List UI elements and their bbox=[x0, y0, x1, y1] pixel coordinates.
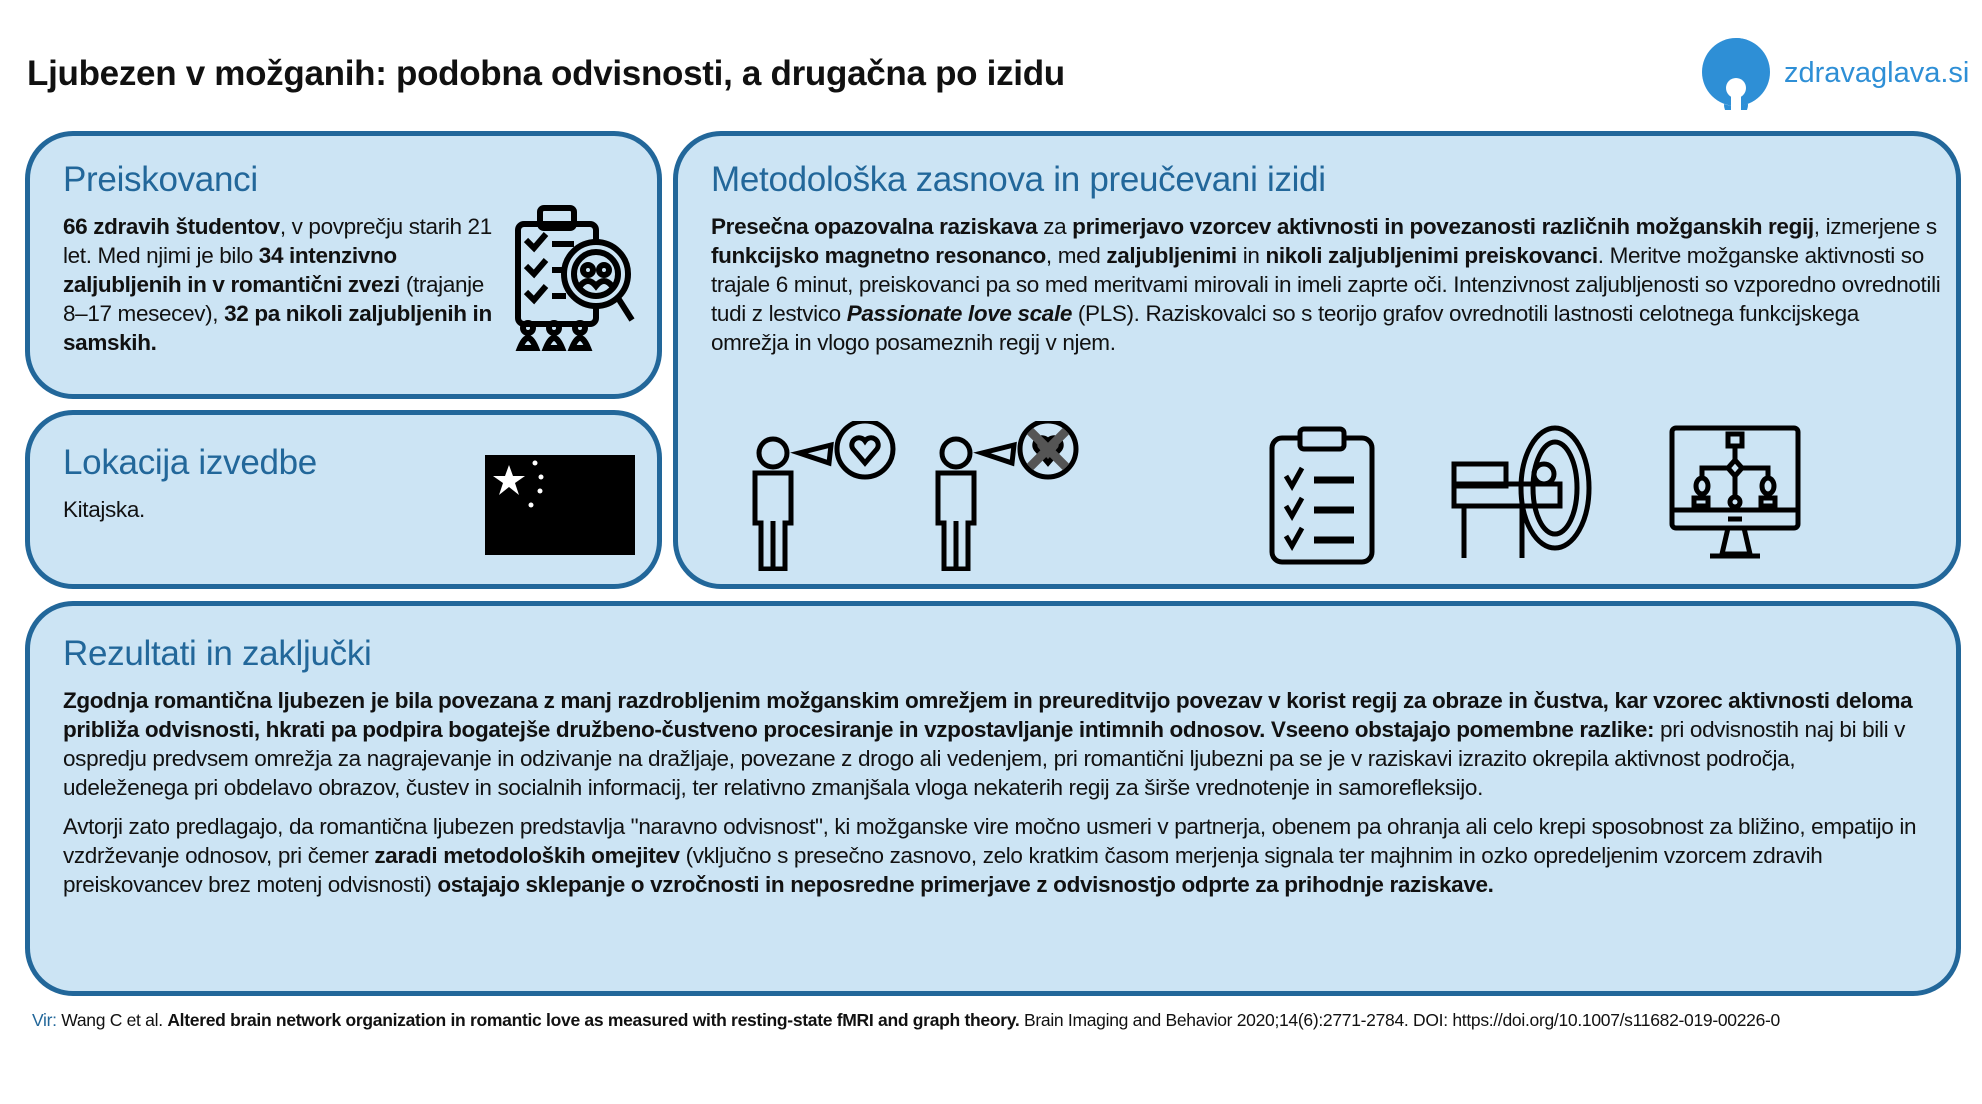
text-segment: nikoli zaljubljenimi preiskovanci bbox=[1265, 243, 1598, 268]
checklist-icon bbox=[1269, 426, 1375, 565]
text-segment: , med bbox=[1045, 243, 1107, 268]
source-journal-doi[interactable]: Brain Imaging and Behavior 2020;14(6):27… bbox=[1019, 1010, 1780, 1030]
source-article-title: Altered brain network organization in ro… bbox=[167, 1010, 1020, 1030]
text-segment: (vključno s presečno zasnovo, zelo kratk… bbox=[63, 843, 1823, 897]
methods-panel: Metodološka zasnova in preučevani izidi … bbox=[673, 131, 1961, 589]
text-segment: zaljubljenimi bbox=[1106, 243, 1237, 268]
participants-panel: Preiskovanci 66 zdravih študentov, v pov… bbox=[25, 131, 662, 399]
source-label: Vir: bbox=[32, 1010, 57, 1030]
methods-heading: Metodološka zasnova in preučevani izidi bbox=[711, 160, 1326, 199]
location-heading: Lokacija izvedbe bbox=[63, 443, 317, 482]
methods-text: Presečna opazovalna raziskava za primerj… bbox=[711, 212, 1941, 357]
text-segment: . Meritve možganske aktivnosti so trajal… bbox=[711, 243, 1941, 326]
mri-scanner-icon bbox=[1451, 425, 1592, 558]
text-segment: Presečna opazovalna raziskava bbox=[711, 214, 1038, 239]
text-segment: in bbox=[1236, 243, 1266, 268]
page-title: Ljubezen v možganih: podobna odvisnosti,… bbox=[27, 54, 1065, 93]
results-heading: Rezultati in zaključki bbox=[63, 634, 372, 673]
source-citation: Vir: Wang C et al. Altered brain network… bbox=[32, 1010, 1780, 1031]
text-segment: funkcijsko magnetno resonanco bbox=[711, 243, 1046, 268]
text-segment: Passionate love scale bbox=[846, 301, 1073, 326]
person-not-in-love-icon bbox=[935, 421, 1079, 571]
text-segment: pri odvisnostih naj bi bili v ospredju p… bbox=[63, 717, 1906, 800]
results-panel: Rezultati in zaključki Zgodnja romantičn… bbox=[25, 601, 1961, 996]
text-segment: (trajanje 8–17 mesecev), bbox=[63, 272, 484, 326]
text-segment: Avtorji zato predlagajo, da romantična l… bbox=[63, 814, 1917, 868]
text-segment: (PLS). Raziskovalci so s teorijo grafov … bbox=[711, 301, 1859, 355]
network-graph-monitor-icon bbox=[1669, 425, 1801, 559]
participants-heading: Preiskovanci bbox=[63, 160, 258, 199]
logo-text: zdravaglava.si bbox=[1784, 56, 1970, 89]
person-in-love-icon bbox=[752, 421, 896, 571]
source-authors: Wang C et al. bbox=[56, 1010, 168, 1030]
china-flag-icon bbox=[485, 455, 635, 555]
text-segment: primerjavo vzorcev aktivnosti in povezan… bbox=[1072, 214, 1814, 239]
text-segment: 66 zdravih študentov bbox=[63, 214, 280, 239]
text-segment: ostajajo sklepanje o vzročnosti in nepos… bbox=[437, 872, 1494, 897]
text-segment: , izmerjene s bbox=[1813, 214, 1937, 239]
text-segment: Kitajska. bbox=[63, 497, 145, 522]
text-segment: zaradi metodoloških omejitev bbox=[374, 843, 680, 868]
text-segment: 34 intenzivno zaljubljenih in v romantič… bbox=[63, 243, 400, 297]
text-segment: Zgodnja romantična ljubezen je bila pove… bbox=[63, 688, 1913, 742]
clipboard-magnifier-people-icon bbox=[515, 205, 635, 351]
text-segment: 32 pa nikoli zaljubljenih in samskih. bbox=[63, 301, 492, 355]
results-paragraph-2: Avtorji zato predlagajo, da romantična l… bbox=[63, 812, 1926, 899]
logo[interactable]: zdravaglava.si bbox=[1700, 36, 1969, 110]
text-segment: , v povprečju starih 21 let. Med njimi j… bbox=[63, 214, 492, 268]
location-text: Kitajska. bbox=[63, 495, 657, 524]
location-panel: Lokacija izvedbe Kitajska. bbox=[25, 410, 662, 589]
participants-text: 66 zdravih študentov, v povprečju starih… bbox=[63, 212, 503, 357]
results-paragraph-1: Zgodnja romantična ljubezen je bila pove… bbox=[63, 686, 1926, 802]
brain-spiral-logo-icon bbox=[1702, 38, 1770, 110]
text-segment: za bbox=[1037, 214, 1073, 239]
